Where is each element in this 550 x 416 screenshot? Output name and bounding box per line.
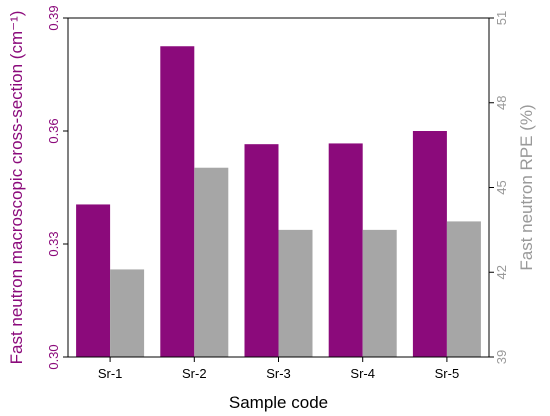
y-left-tick-label: 0.36 — [46, 118, 61, 143]
x-axis-title: Sample code — [229, 393, 328, 412]
x-tick-label: Sr-4 — [350, 366, 375, 381]
bar-right-Sr-4 — [362, 229, 397, 357]
x-tick-label: Sr-5 — [435, 366, 460, 381]
bar-right-Sr-2 — [194, 167, 229, 357]
y-right-tick-label: 48 — [494, 96, 509, 110]
y-right-tick-label: 51 — [494, 11, 509, 25]
y-axis-right-title: Fast neutron RPE (%) — [517, 104, 536, 270]
bar-right-Sr-5 — [446, 221, 481, 357]
y-right-tick-label: 45 — [494, 180, 509, 194]
bar-left-Sr-3 — [244, 144, 279, 357]
bars-group — [76, 46, 481, 357]
y-right-tick-label: 42 — [494, 265, 509, 279]
y-right-tick-label: 39 — [494, 350, 509, 364]
x-tick-label: Sr-1 — [98, 366, 123, 381]
bar-right-Sr-3 — [278, 229, 313, 357]
bar-left-Sr-2 — [160, 46, 195, 357]
bar-left-Sr-5 — [412, 131, 447, 357]
bar-left-Sr-1 — [76, 204, 111, 357]
bar-left-Sr-4 — [328, 143, 363, 357]
bar-right-Sr-1 — [110, 269, 145, 357]
y-left-tick-label: 0.33 — [46, 231, 61, 256]
y-left-tick-label: 0.39 — [46, 5, 61, 30]
axes-group: Sr-1 Sr-2 Sr-3 Sr-4 Sr-5 0.30 0.33 0.36 0.39 39 42… — [46, 5, 509, 381]
y-left-tick-label: 0.30 — [46, 344, 61, 369]
y-axis-left-title: Fast neutron macroscopic cross-section (… — [7, 11, 26, 365]
x-tick-label: Sr-3 — [266, 366, 291, 381]
x-tick-label: Sr-2 — [182, 366, 207, 381]
